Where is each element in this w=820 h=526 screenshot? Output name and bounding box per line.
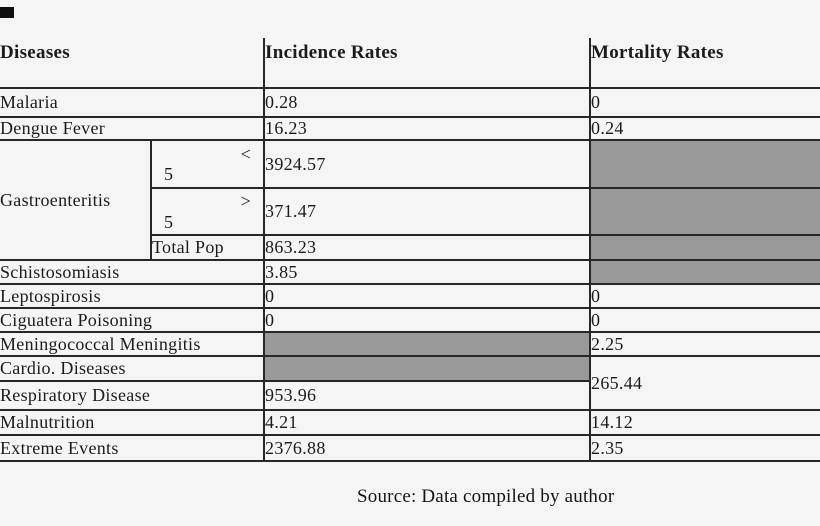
age-group-number: 5	[164, 211, 174, 232]
incidence-cell: 953.96	[263, 380, 591, 411]
incidence-cell: 863.23	[263, 234, 592, 261]
disease-cell: Respiratory Disease	[0, 380, 266, 411]
shaded-cell	[589, 234, 820, 261]
table-row-cardio: Cardio. Diseases 265.44	[0, 355, 820, 411]
table-row-malaria: Malaria 0.28 0	[0, 87, 820, 118]
incidence-cell: 2376.88	[263, 434, 592, 462]
shaded-cell	[589, 187, 820, 236]
disease-cell: Malnutrition	[0, 409, 266, 436]
table-row-leptospirosis: Leptospirosis 0 0	[0, 283, 820, 309]
age-group-number: 5	[164, 164, 174, 184]
shaded-cell	[589, 259, 820, 285]
mortality-cell: 2.25	[589, 331, 820, 357]
shaded-cell	[263, 331, 592, 357]
shaded-cell	[589, 139, 820, 189]
mortality-cell: 0	[589, 87, 820, 118]
scan-artifact-mark	[0, 7, 14, 18]
mortality-cell: 2.35	[589, 434, 820, 462]
table-row-gastro-total: Total Pop 863.23	[0, 234, 820, 261]
table-row-ciguatera: Ciguatera Poisoning 0 0	[0, 307, 820, 333]
incidence-cell: 16.23	[263, 116, 592, 141]
column-header-incidence-rates: Incidence Rates	[263, 38, 592, 89]
table-row-extreme-events: Extreme Events 2376.88 2.35	[0, 434, 820, 462]
column-header-mortality-rates: Mortality Rates	[589, 38, 820, 89]
disease-cell: Meningococcal Meningitis	[0, 331, 266, 357]
incidence-cell: 0	[263, 307, 592, 333]
table-row-gastro-under5: Gastroenteritis < 5 3924.57	[0, 139, 820, 261]
mortality-cell: 0	[589, 283, 820, 309]
incidence-cell: 371.47	[263, 187, 592, 236]
disease-cell: Dengue Fever	[0, 116, 266, 141]
mortality-cell: 0.24	[589, 116, 820, 141]
table-row-dengue-fever: Dengue Fever 16.23 0.24	[0, 116, 820, 141]
table-row-gastro-over5: > 5 371.47	[0, 187, 820, 236]
table-row-meningococcal: Meningococcal Meningitis 2.25	[0, 331, 820, 357]
incidence-cell: 3924.57	[263, 139, 592, 189]
age-group-symbol: >	[240, 191, 252, 212]
disease-cell: Gastroenteritis	[0, 139, 152, 261]
age-group-cell: Total Pop	[151, 234, 266, 261]
disease-rates-table: Diseases Incidence Rates Mortality Rates…	[0, 38, 820, 462]
incidence-cell: 4.21	[263, 409, 592, 436]
age-group-cell: > 5	[151, 187, 266, 236]
disease-cell: Malaria	[0, 87, 266, 118]
shaded-cell	[263, 355, 592, 382]
age-group-symbol: <	[240, 143, 252, 164]
disease-cell: Leptospirosis	[0, 283, 266, 309]
mortality-cell: 14.12	[589, 409, 820, 436]
mortality-cell-merged: 265.44	[589, 355, 820, 411]
disease-cell: Cardio. Diseases	[0, 355, 266, 382]
header-row: Diseases Incidence Rates Mortality Rates	[0, 38, 820, 89]
table-row-respiratory: Respiratory Disease 953.96	[0, 380, 820, 411]
disease-cell: Schistosomiasis	[0, 259, 266, 285]
incidence-cell: 0	[263, 283, 592, 309]
source-note: Source: Data compiled by author	[357, 486, 615, 507]
column-header-diseases: Diseases	[0, 38, 266, 89]
age-group-cell: < 5	[149, 139, 266, 189]
table-row-schistosomiasis: Schistosomiasis 3.85	[0, 259, 820, 285]
mortality-cell: 0	[589, 307, 820, 333]
disease-cell: Ciguatera Poisoning	[0, 307, 266, 333]
disease-cell: Extreme Events	[0, 434, 266, 462]
table-row-malnutrition: Malnutrition 4.21 14.12	[0, 409, 820, 436]
incidence-cell: 3.85	[263, 259, 592, 285]
incidence-cell: 0.28	[263, 87, 592, 118]
